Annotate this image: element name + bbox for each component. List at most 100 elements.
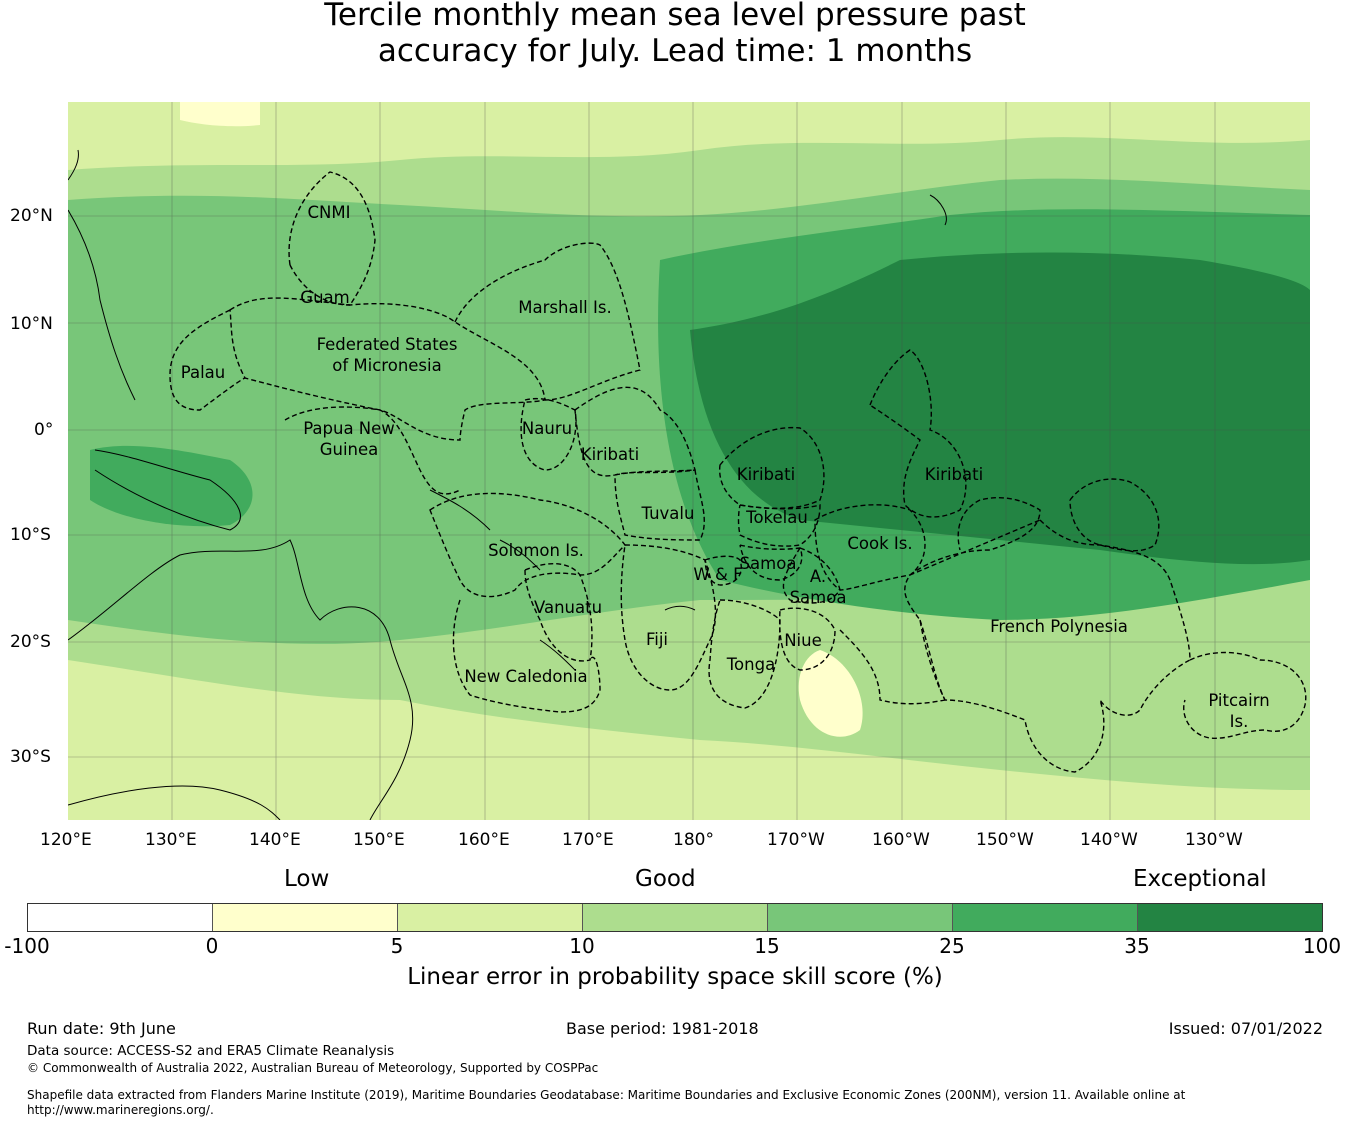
eez-png <box>284 406 461 495</box>
y-tick-10n: 10°N <box>10 314 53 334</box>
eez-solomon <box>429 492 626 598</box>
colorbar-segment-1 <box>28 904 213 931</box>
shapefile-credit-line2: http://www.marineregions.org/. <box>27 1103 214 1117</box>
region-label-kiribati-east: Kiribati <box>925 465 983 484</box>
field-south-light <box>68 660 1310 820</box>
chart-title-line2: accuracy for July. Lead time: 1 months <box>377 33 973 69</box>
coastlines <box>68 149 947 820</box>
field-north-pale <box>180 102 260 127</box>
x-tick-120e: 120°E <box>40 830 92 850</box>
x-tick-150e: 150°E <box>353 830 405 850</box>
region-label-kiribati-central: Kiribati <box>737 465 795 484</box>
colorbar-tick: -100 <box>4 934 50 958</box>
chart-title-line1: Tercile monthly mean sea level pressure … <box>324 0 1026 33</box>
colorbar-segment-7 <box>1138 904 1322 931</box>
copyright: © Commonwealth of Australia 2022, Austra… <box>27 1061 599 1075</box>
x-tick-170e: 170°E <box>562 830 614 850</box>
region-label-tuvalu: Tuvalu <box>641 504 695 523</box>
x-tick-160w: 160°W <box>872 830 930 850</box>
eez-vanuatu <box>524 563 593 662</box>
region-label-palau: Palau <box>181 363 225 382</box>
region-label-tonga: Tonga <box>726 655 775 674</box>
region-label-marshall: Marshall Is. <box>518 298 611 317</box>
region-label-asamoa-1: A. <box>810 567 826 586</box>
field-south-pale <box>798 650 863 737</box>
eez-tokelau <box>737 504 821 547</box>
region-label-png-1: Papua New <box>303 419 395 438</box>
region-label-fiji: Fiji <box>646 630 668 649</box>
x-tick-130w: 130°W <box>1185 830 1243 850</box>
x-tick-140e: 140°E <box>249 830 301 850</box>
region-label-kiribati-west: Kiribati <box>581 445 639 464</box>
colorbar-good-label: Good <box>635 866 696 892</box>
x-tick-170w: 170°W <box>767 830 825 850</box>
eez-samoa <box>739 544 803 581</box>
base-period: Base period: 1981-2018 <box>566 1019 759 1038</box>
colorbar-low-label: Low <box>284 866 330 892</box>
colorbar-segment-4 <box>583 904 768 931</box>
eez-cook-south <box>839 619 946 705</box>
region-label-fsm-2: of Micronesia <box>332 356 441 375</box>
colorbar <box>27 903 1323 932</box>
eez-fiji <box>620 544 717 691</box>
region-label-vanuatu: Vanuatu <box>534 598 602 617</box>
colorbar-tick: 10 <box>569 934 595 958</box>
colorbar-axis-label: Linear error in probability space skill … <box>407 964 943 990</box>
gridlines <box>68 102 1310 820</box>
eez-pitcairn <box>1183 651 1307 739</box>
eez-nauru <box>520 398 577 471</box>
eez-marshall <box>454 242 641 401</box>
x-tick-180: 180° <box>673 830 714 850</box>
region-label-cook: Cook Is. <box>847 534 912 553</box>
colorbar-tick: 5 <box>390 934 404 958</box>
region-label-png-2: Guinea <box>320 440 379 459</box>
region-label-asamoa-2: Samoa <box>790 588 847 607</box>
y-tick-30s: 30°S <box>10 747 51 767</box>
eez-new-caledonia <box>452 599 601 713</box>
issued-date: Issued: 07/01/2022 <box>1168 1019 1323 1038</box>
run-date: Run date: 9th June <box>27 1019 176 1038</box>
region-label-cnmi: CNMI <box>308 203 351 222</box>
colorbar-segment-2 <box>213 904 398 931</box>
x-tick-150w: 150°W <box>976 830 1034 850</box>
colorbar-segment-3 <box>398 904 583 931</box>
eez-niue <box>778 607 836 671</box>
eez-kiribati-central <box>718 426 825 509</box>
eez-kiribati-east <box>869 349 967 518</box>
x-tick-160e: 160°E <box>458 830 510 850</box>
y-tick-10s: 10°S <box>10 525 51 545</box>
field-png-strong <box>90 445 253 527</box>
colorbar-segment-6 <box>953 904 1138 931</box>
colorbar-tick: 15 <box>754 934 780 958</box>
region-label-pitcairn-1: Pitcairn <box>1208 691 1269 710</box>
eez-french-polynesia <box>904 497 1191 773</box>
field-exceptional <box>690 252 1310 565</box>
region-label-french-polynesia: French Polynesia <box>990 617 1128 636</box>
colorbar-segment-5 <box>768 904 953 931</box>
region-label-niue: Niue <box>784 631 822 650</box>
shapefile-credit-line1: Shapefile data extracted from Flanders M… <box>27 1088 1186 1102</box>
eez-tonga <box>708 599 781 709</box>
y-tick-0: 0° <box>34 420 54 440</box>
colorbar-tick: 0 <box>205 934 219 958</box>
colorbar-tick: 100 <box>1302 934 1342 958</box>
data-source: Data source: ACCESS-S2 and ERA5 Climate … <box>27 1043 395 1059</box>
colorbar-tick: 35 <box>1124 934 1150 958</box>
eez-fp-marquesas <box>1069 478 1160 552</box>
region-label-new-caledonia: New Caledonia <box>464 667 587 686</box>
region-label-tokelau: Tokelau <box>745 508 808 527</box>
eez-cnmi <box>288 171 376 306</box>
y-tick-20s: 20°S <box>10 632 51 652</box>
eez-palau <box>169 309 246 411</box>
y-tick-20n: 20°N <box>10 206 53 226</box>
eez-tuvalu <box>614 469 705 541</box>
eez-boundaries <box>169 171 1307 773</box>
eez-wf <box>704 555 742 586</box>
region-label-samoa: Samoa <box>740 554 797 573</box>
region-label-pitcairn-2: Is. <box>1230 712 1249 731</box>
region-label-nauru: Nauru <box>522 419 572 438</box>
x-tick-130e: 130°E <box>145 830 197 850</box>
colorbar-exceptional-label: Exceptional <box>1133 866 1267 892</box>
region-label-wf: W & F <box>693 565 742 584</box>
